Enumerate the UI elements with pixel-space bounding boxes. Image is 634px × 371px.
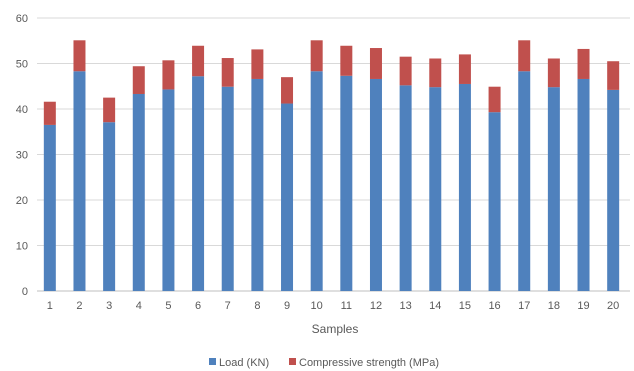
x-tick-label: 12 — [370, 300, 382, 312]
x-tick-label: 18 — [548, 300, 560, 312]
bar-compressive-strength — [162, 60, 175, 90]
bar-load — [458, 83, 471, 291]
bar-load — [577, 78, 590, 291]
bar-compressive-strength — [399, 56, 412, 86]
x-tick-label: 4 — [136, 300, 142, 312]
y-tick-label: 40 — [16, 104, 28, 116]
x-tick-label: 7 — [225, 300, 231, 312]
bar-load — [43, 124, 56, 291]
bar-load — [488, 112, 501, 291]
x-tick-label: 13 — [400, 300, 412, 312]
bar-compressive-strength — [369, 48, 382, 79]
x-tick-label: 20 — [607, 300, 619, 312]
bar-compressive-strength — [251, 49, 264, 79]
x-tick-label: 8 — [254, 300, 260, 312]
bars — [43, 40, 620, 292]
bar-load — [518, 71, 531, 291]
bar-compressive-strength — [73, 40, 86, 72]
bar-compressive-strength — [547, 58, 560, 88]
bar-compressive-strength — [458, 54, 471, 84]
x-axis-title: Samples — [312, 322, 359, 336]
x-tick-label: 19 — [577, 300, 589, 312]
bar-compressive-strength — [429, 58, 442, 88]
bar-load — [310, 71, 323, 291]
legend-swatch — [289, 358, 296, 365]
bar-load — [281, 103, 294, 291]
bar-load — [369, 78, 382, 291]
bar-load — [399, 85, 412, 291]
bar-compressive-strength — [607, 61, 620, 90]
x-tick-label: 10 — [311, 300, 323, 312]
bar-load — [192, 76, 205, 292]
x-tick-label: 15 — [459, 300, 471, 312]
x-tick-label: 1 — [47, 300, 53, 312]
x-tick-label: 9 — [284, 300, 290, 312]
gridlines — [37, 17, 630, 292]
bar-compressive-strength — [340, 45, 353, 76]
x-tick-label: 3 — [106, 300, 112, 312]
y-tick-label: 30 — [16, 150, 28, 162]
bar-load — [340, 75, 353, 291]
x-tick-label: 2 — [76, 300, 82, 312]
legend-label: Load (KN) — [219, 357, 269, 369]
bar-load — [132, 93, 145, 291]
bar-load — [221, 86, 234, 291]
y-tick-label: 60 — [16, 13, 28, 25]
bar-load — [429, 87, 442, 291]
bar-load — [73, 71, 86, 291]
bar-load — [547, 87, 560, 291]
bar-compressive-strength — [132, 66, 145, 94]
y-tick-label: 10 — [16, 241, 28, 253]
y-tick-label: 50 — [16, 59, 28, 71]
legend: Load (KN) Compressive strength (MPa) — [209, 357, 439, 369]
bar-compressive-strength — [310, 40, 323, 72]
bar-compressive-strength — [43, 101, 56, 125]
bar-compressive-strength — [488, 86, 501, 113]
y-tick-label: 20 — [16, 195, 28, 207]
bar-load — [103, 122, 116, 291]
bar-load — [607, 89, 620, 291]
bar-compressive-strength — [221, 58, 234, 87]
bar-compressive-strength — [518, 40, 531, 72]
legend-swatch — [209, 358, 216, 365]
x-tick-label: 6 — [195, 300, 201, 312]
x-tick-label: 16 — [488, 300, 500, 312]
x-tick-label: 17 — [518, 300, 530, 312]
x-tick-label: 14 — [429, 300, 441, 312]
bar-load — [251, 78, 264, 291]
bar-compressive-strength — [192, 45, 205, 77]
bar-load — [162, 89, 175, 291]
x-tick-label: 11 — [341, 300, 352, 312]
bar-compressive-strength — [281, 77, 294, 104]
x-tick-label: 5 — [165, 300, 171, 312]
bar-compressive-strength — [577, 48, 590, 79]
bar-compressive-strength — [103, 97, 116, 123]
y-tick-label: 0 — [22, 286, 28, 298]
legend-label: Compressive strength (MPa) — [299, 357, 439, 369]
